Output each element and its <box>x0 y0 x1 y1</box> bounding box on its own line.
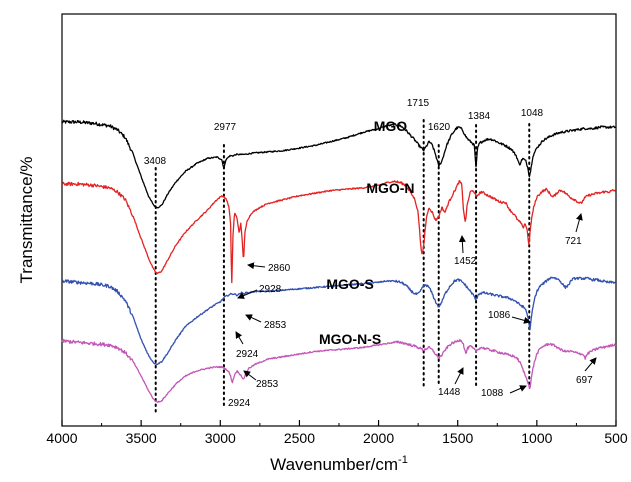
peak-label-1715: 1715 <box>407 98 430 109</box>
peak-label-1086: 1086 <box>488 310 511 321</box>
peak-label-2924: 2924 <box>228 398 251 409</box>
x-tick-label-3000: 3000 <box>205 430 236 446</box>
series-line-mgo-n-s <box>61 338 617 403</box>
peak-label-2977: 2977 <box>214 122 237 133</box>
peak-arrow-2924 <box>235 331 244 345</box>
peak-label-2924: 2924 <box>236 349 259 360</box>
x-tick-label-4000: 4000 <box>46 430 77 446</box>
peak-arrow-2860 <box>247 262 266 270</box>
peak-arrow-721 <box>575 213 583 233</box>
series-labels: MGO MGO-N MGO-S MGO-N-S <box>319 118 415 347</box>
peak-arrow-2853 <box>245 314 262 323</box>
series-label-mgo: MGO <box>374 118 408 134</box>
reference-lines <box>154 119 531 413</box>
peak-label-2928: 2928 <box>259 284 282 295</box>
x-axis-ticks: 4000 3500 3000 2500 2000 1500 1000 500 <box>46 420 628 446</box>
peak-label-1452: 1452 <box>454 256 477 267</box>
peak-label-2860: 2860 <box>268 263 291 274</box>
peak-label-1048: 1048 <box>521 108 544 119</box>
x-axis-title-text: Wavenumber/cm <box>270 455 398 474</box>
peak-arrow-2853 <box>243 370 257 381</box>
series-label-mgo-s: MGO-S <box>326 276 373 292</box>
x-axis-title: Wavenumber/cm-1 <box>270 454 408 474</box>
series-line-mgo <box>61 119 617 209</box>
peak-arrow-1088 <box>509 385 527 394</box>
y-axis-title: Transmittance/% <box>17 157 36 284</box>
x-tick-label-2000: 2000 <box>363 430 394 446</box>
peak-arrow-697 <box>584 357 597 372</box>
peak-arrow-1086 <box>511 316 531 324</box>
series-label-mgo-n-s: MGO-N-S <box>319 331 381 347</box>
x-tick-label-500: 500 <box>604 430 628 446</box>
peak-label-697: 697 <box>576 375 593 386</box>
peak-arrow-1452 <box>458 235 466 254</box>
peak-label-3408: 3408 <box>144 156 167 167</box>
spectra <box>61 119 617 403</box>
peak-label-1384: 1384 <box>468 111 491 122</box>
peak-label-1088: 1088 <box>481 388 504 399</box>
series-line-mgo-s <box>61 276 617 366</box>
plot-frame <box>61 13 617 427</box>
series-line-mgo-n <box>61 180 617 284</box>
x-tick-label-1500: 1500 <box>442 430 473 446</box>
peak-arrow-2928 <box>237 289 258 299</box>
x-axis-title-superscript: -1 <box>398 454 408 466</box>
peak-label-721: 721 <box>565 236 582 247</box>
peak-label-2853: 2853 <box>256 379 279 390</box>
x-tick-label-3500: 3500 <box>126 430 157 446</box>
x-tick-label-1000: 1000 <box>521 430 552 446</box>
peak-label-2853: 2853 <box>264 320 287 331</box>
plot-area: 4000 3500 3000 2500 2000 1500 1000 500 3408 2977… <box>46 13 628 446</box>
series-label-mgo-n: MGO-N <box>366 180 414 196</box>
peak-annotations: 3408 2977 1715 1620 1384 1048 2860 2928 2853 2924… <box>144 98 597 409</box>
x-tick-label-2500: 2500 <box>284 430 315 446</box>
peak-label-1620: 1620 <box>428 122 451 133</box>
peak-arrow-1448 <box>454 367 464 385</box>
peak-label-1448: 1448 <box>438 387 461 398</box>
